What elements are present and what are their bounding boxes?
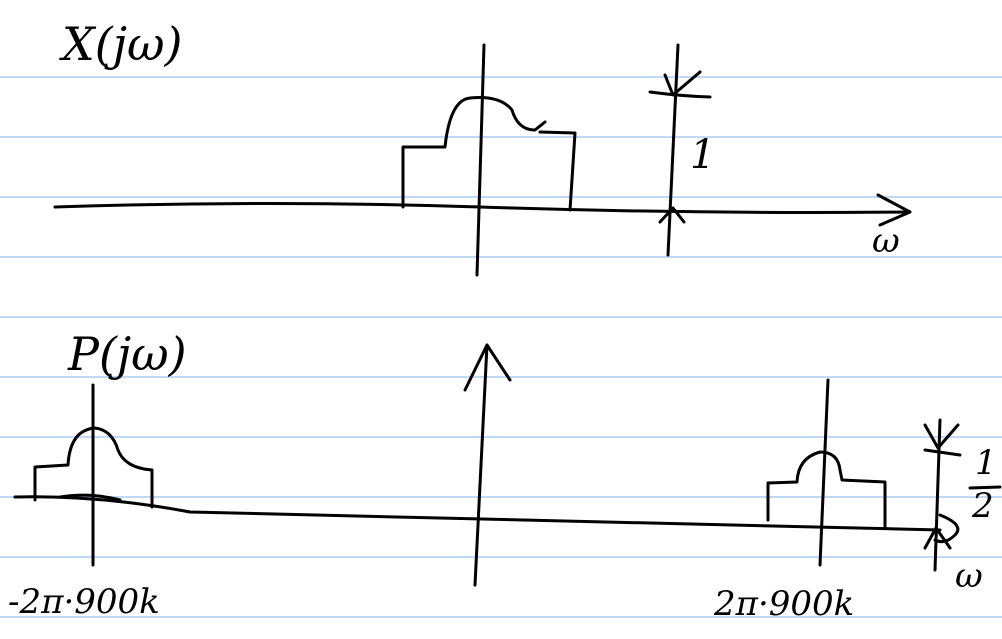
bottom-height-numerator: 1 <box>975 443 997 483</box>
top-sketch: 1 ω X(jω) <box>55 17 910 275</box>
bottom-axis-label: ω <box>955 556 983 596</box>
bottom-w-arrow <box>935 515 958 542</box>
bottom-sketch: 1 2 ω P(jω) -2π·900k 2π·900k <box>8 327 1000 624</box>
top-vertical-axis <box>477 45 484 275</box>
left-spectrum <box>35 385 152 565</box>
right-frequency-label: 2π·900k <box>713 584 854 624</box>
bottom-title: P(jω) <box>67 327 187 381</box>
top-spectrum <box>403 98 575 211</box>
left-frequency-label: -2π·900k <box>8 582 160 622</box>
note-page: 1 ω X(jω) 1 2 ω P(jω) -2π·900k 2π·900k <box>0 0 1002 639</box>
bottom-height-marker <box>925 420 960 570</box>
top-height-label: 1 <box>690 132 715 178</box>
top-axis-label: ω <box>872 221 900 261</box>
bottom-vertical-axis <box>465 345 510 585</box>
bottom-height-denominator: 2 <box>971 486 994 526</box>
top-title: X(jω) <box>59 17 182 71</box>
right-spectrum <box>768 380 885 565</box>
